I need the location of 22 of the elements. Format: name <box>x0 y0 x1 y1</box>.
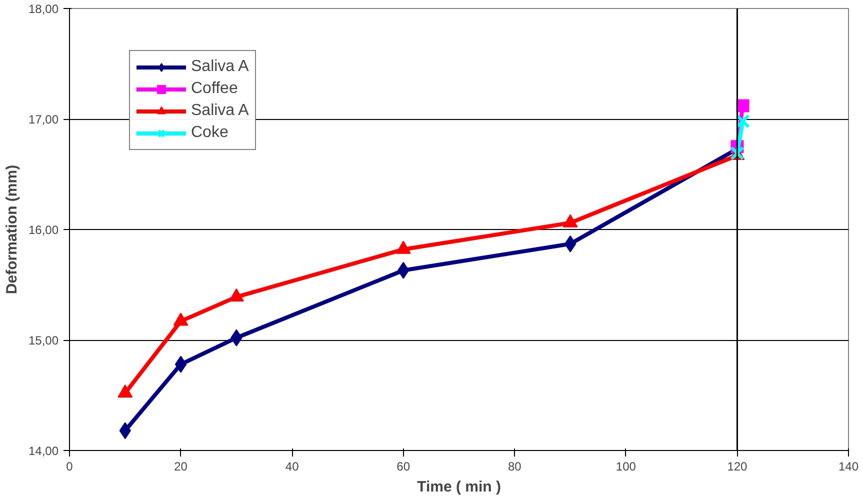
point <box>564 235 576 252</box>
y-axis-title: Deformation (mm) <box>3 164 20 294</box>
point <box>736 114 750 128</box>
legend-label: Coke <box>191 124 228 142</box>
x-tick-label: 60 <box>396 460 410 474</box>
x-axis-title: Time ( min ) <box>417 478 501 496</box>
legend-label: Saliva A <box>191 58 249 76</box>
x-tick-label: 120 <box>727 460 748 474</box>
y-tick-label: 16,00 <box>28 223 59 237</box>
x-tick-label: 100 <box>616 460 636 474</box>
legend-label: Coffee <box>191 80 238 98</box>
legend-label: Saliva A <box>191 102 249 120</box>
x-tick-label: 0 <box>66 460 74 474</box>
x-tick-label: 140 <box>838 460 859 474</box>
y-tick-label: 18,00 <box>28 2 59 16</box>
y-tick-label: 17,00 <box>28 112 59 126</box>
y-tick-label: 14,00 <box>28 444 59 458</box>
x-tick-label: 40 <box>285 460 300 474</box>
x-tick-label: 80 <box>508 460 522 474</box>
point <box>174 356 187 373</box>
y-tick-label: 15,00 <box>28 334 59 348</box>
x-tick-label: 20 <box>174 460 188 474</box>
